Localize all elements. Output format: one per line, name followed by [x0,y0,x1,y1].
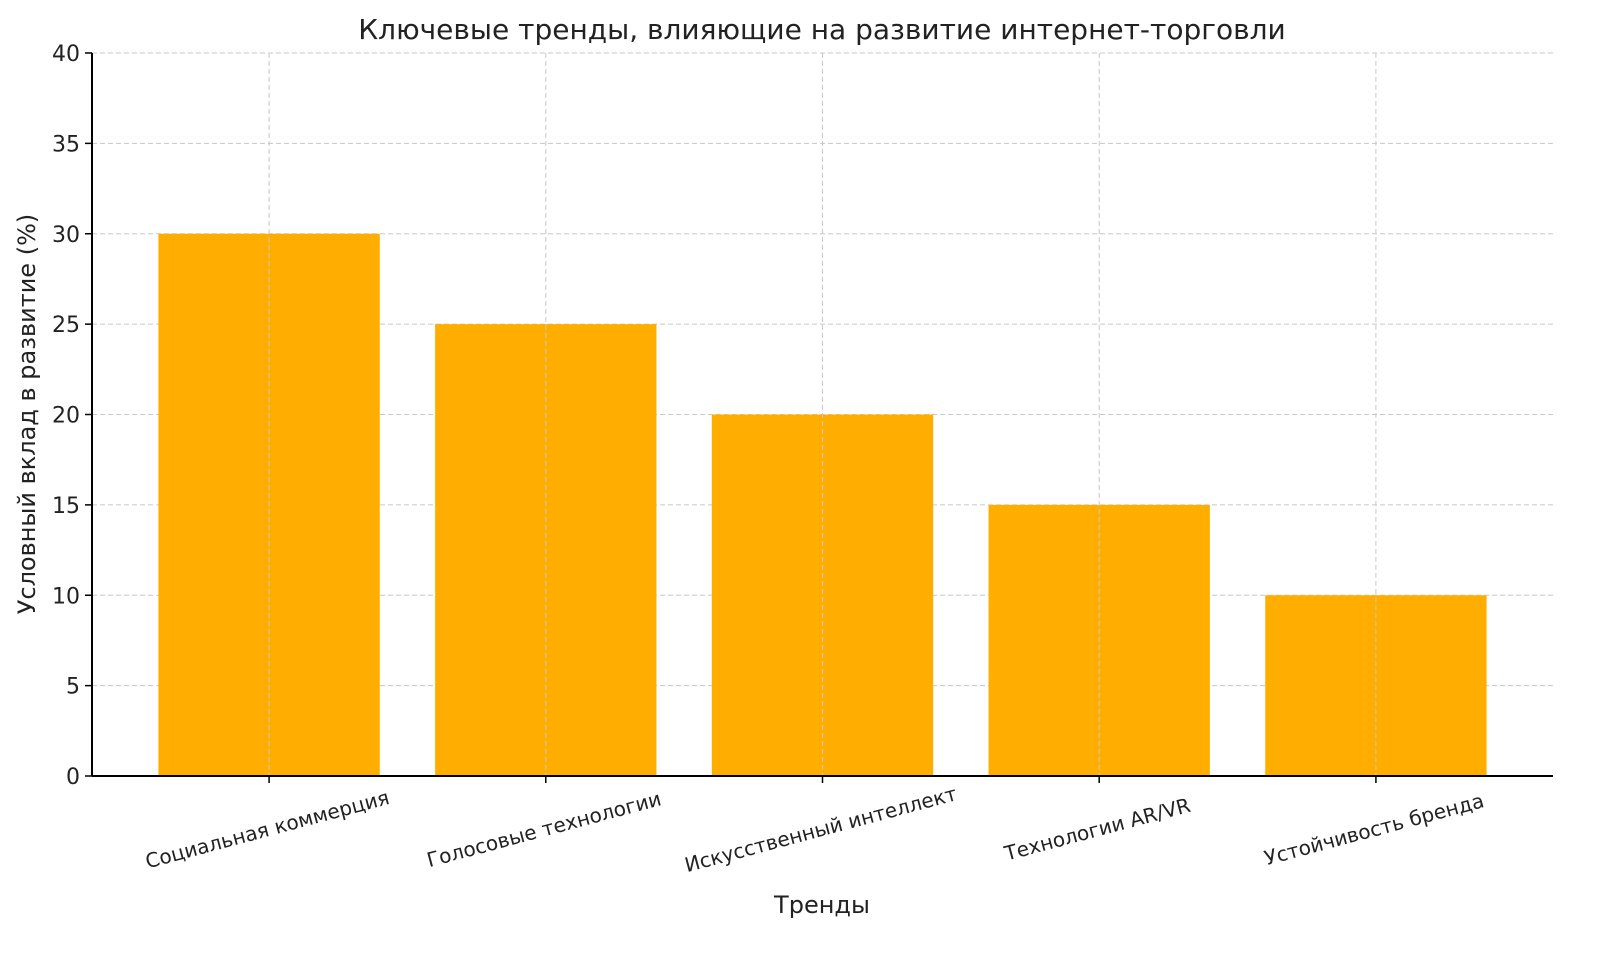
bar [711,414,934,776]
y-ticks: 0 5 10 15 20 25 30 35 40 [52,42,92,790]
y-tick-label: 25 [52,313,80,338]
x-ticks: Социальная коммерция Голосовые технологии… [143,776,1487,877]
x-tick-label: Искусственный интеллект [682,781,960,877]
y-tick-label: 5 [66,675,80,700]
x-tick-label: Технологии AR/VR [1001,793,1193,866]
y-tick-label: 10 [52,584,80,609]
x-tick-label: Устойчивость бренда [1262,788,1487,870]
x-axis-label: Тренды [773,891,870,919]
chart-title: Ключевые тренды, влияющие на развитие ин… [358,13,1285,46]
x-tick-label: Социальная коммерция [143,785,392,873]
bars [158,53,1487,776]
y-tick-label: 30 [52,223,80,248]
y-tick-label: 0 [66,765,80,790]
x-tick-label: Голосовые технологии [424,786,664,872]
y-tick-label: 35 [52,132,80,157]
y-axis-label: Условный вклад в развитие (%) [13,214,41,615]
y-tick-label: 20 [52,404,80,429]
y-tick-label: 15 [52,494,80,519]
y-tick-label: 40 [52,42,80,67]
